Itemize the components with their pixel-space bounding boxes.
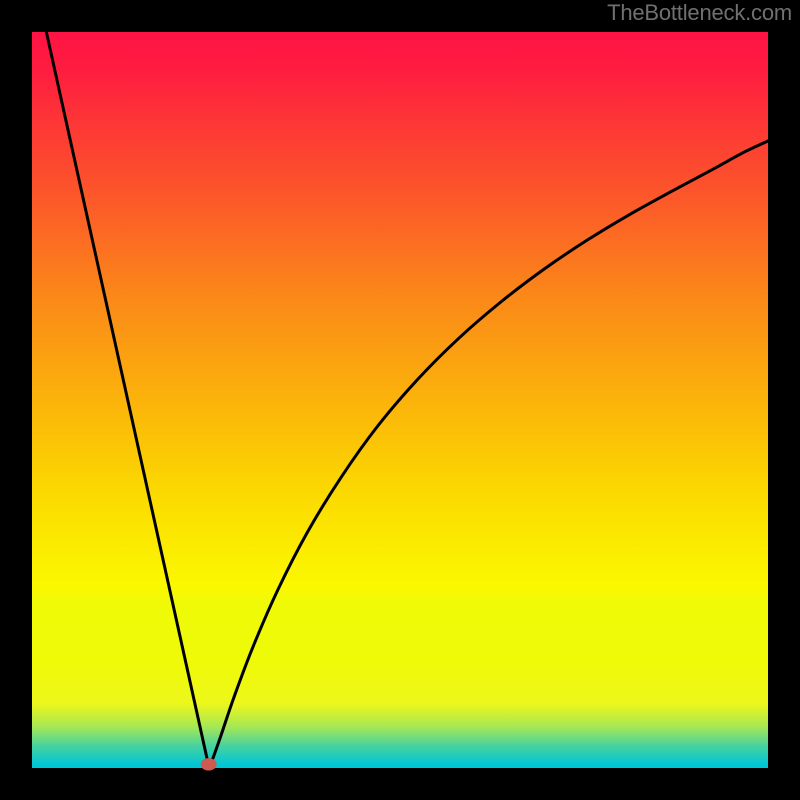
bottleneck-chart bbox=[0, 0, 800, 800]
attribution-label: TheBottleneck.com bbox=[607, 0, 792, 26]
optimal-point-marker bbox=[201, 758, 217, 770]
